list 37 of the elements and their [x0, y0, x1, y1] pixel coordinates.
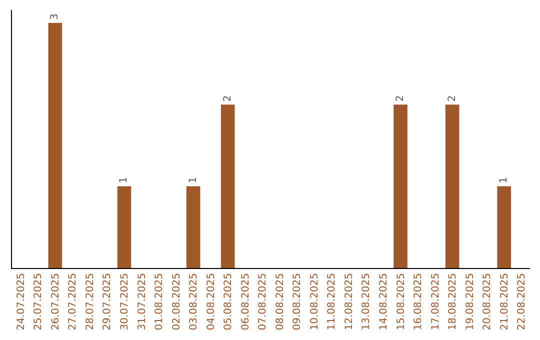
x-tick-label: 21.08.2025 — [499, 273, 510, 330]
x-tick-label: 01.08.2025 — [154, 273, 166, 330]
x-tick-label: 14.08.2025 — [378, 273, 390, 330]
x-tick-label: 10.08.2025 — [309, 273, 320, 330]
x-tick-label: 19.08.2025 — [464, 273, 476, 330]
x-tick-label: 31.07.2025 — [136, 273, 148, 330]
data-label: 1 — [498, 176, 510, 184]
x-tick-label: 04.08.2025 — [206, 273, 217, 330]
x-tick-label: 28.07.2025 — [84, 273, 96, 330]
x-tick-label: 17.08.2025 — [430, 273, 442, 330]
x-tick-label: 02.08.2025 — [171, 273, 182, 330]
data-label: 1 — [188, 176, 199, 184]
data-label: 2 — [446, 95, 458, 102]
data-label: 2 — [222, 95, 234, 102]
x-tick-label: 11.08.2025 — [326, 273, 338, 330]
data-label: 1 — [118, 176, 130, 184]
data-label: 2 — [395, 95, 406, 102]
x-tick-label: 08.08.2025 — [274, 273, 286, 330]
x-tick-label: 13.08.2025 — [361, 273, 372, 330]
x-tick-label: 20.08.2025 — [482, 273, 494, 330]
x-tick-label: 06.08.2025 — [240, 273, 252, 330]
x-tick-label: 03.08.2025 — [188, 273, 200, 330]
x-tick-label: 05.08.2025 — [223, 273, 234, 330]
x-tick-label: 24.07.2025 — [16, 273, 27, 330]
x-tick-label: 27.07.2025 — [68, 273, 79, 330]
x-tick-label: 15.08.2025 — [396, 273, 407, 330]
x-tick-label: 22.08.2025 — [516, 273, 528, 330]
data-label: 3 — [50, 14, 61, 20]
x-tick-label: 30.07.2025 — [119, 273, 130, 330]
x-tick-label: 18.08.2025 — [448, 273, 459, 330]
x-tick-label: 29.07.2025 — [102, 273, 114, 330]
x-tick-label: 16.08.2025 — [413, 273, 424, 330]
x-tick-label: 07.08.2025 — [258, 273, 269, 330]
x-tick-label: 09.08.2025 — [292, 273, 304, 330]
x-tick-label: 26.07.2025 — [50, 273, 62, 330]
x-tick-label: 12.08.2025 — [344, 273, 355, 330]
x-tick-label: 25.07.2025 — [33, 273, 44, 330]
